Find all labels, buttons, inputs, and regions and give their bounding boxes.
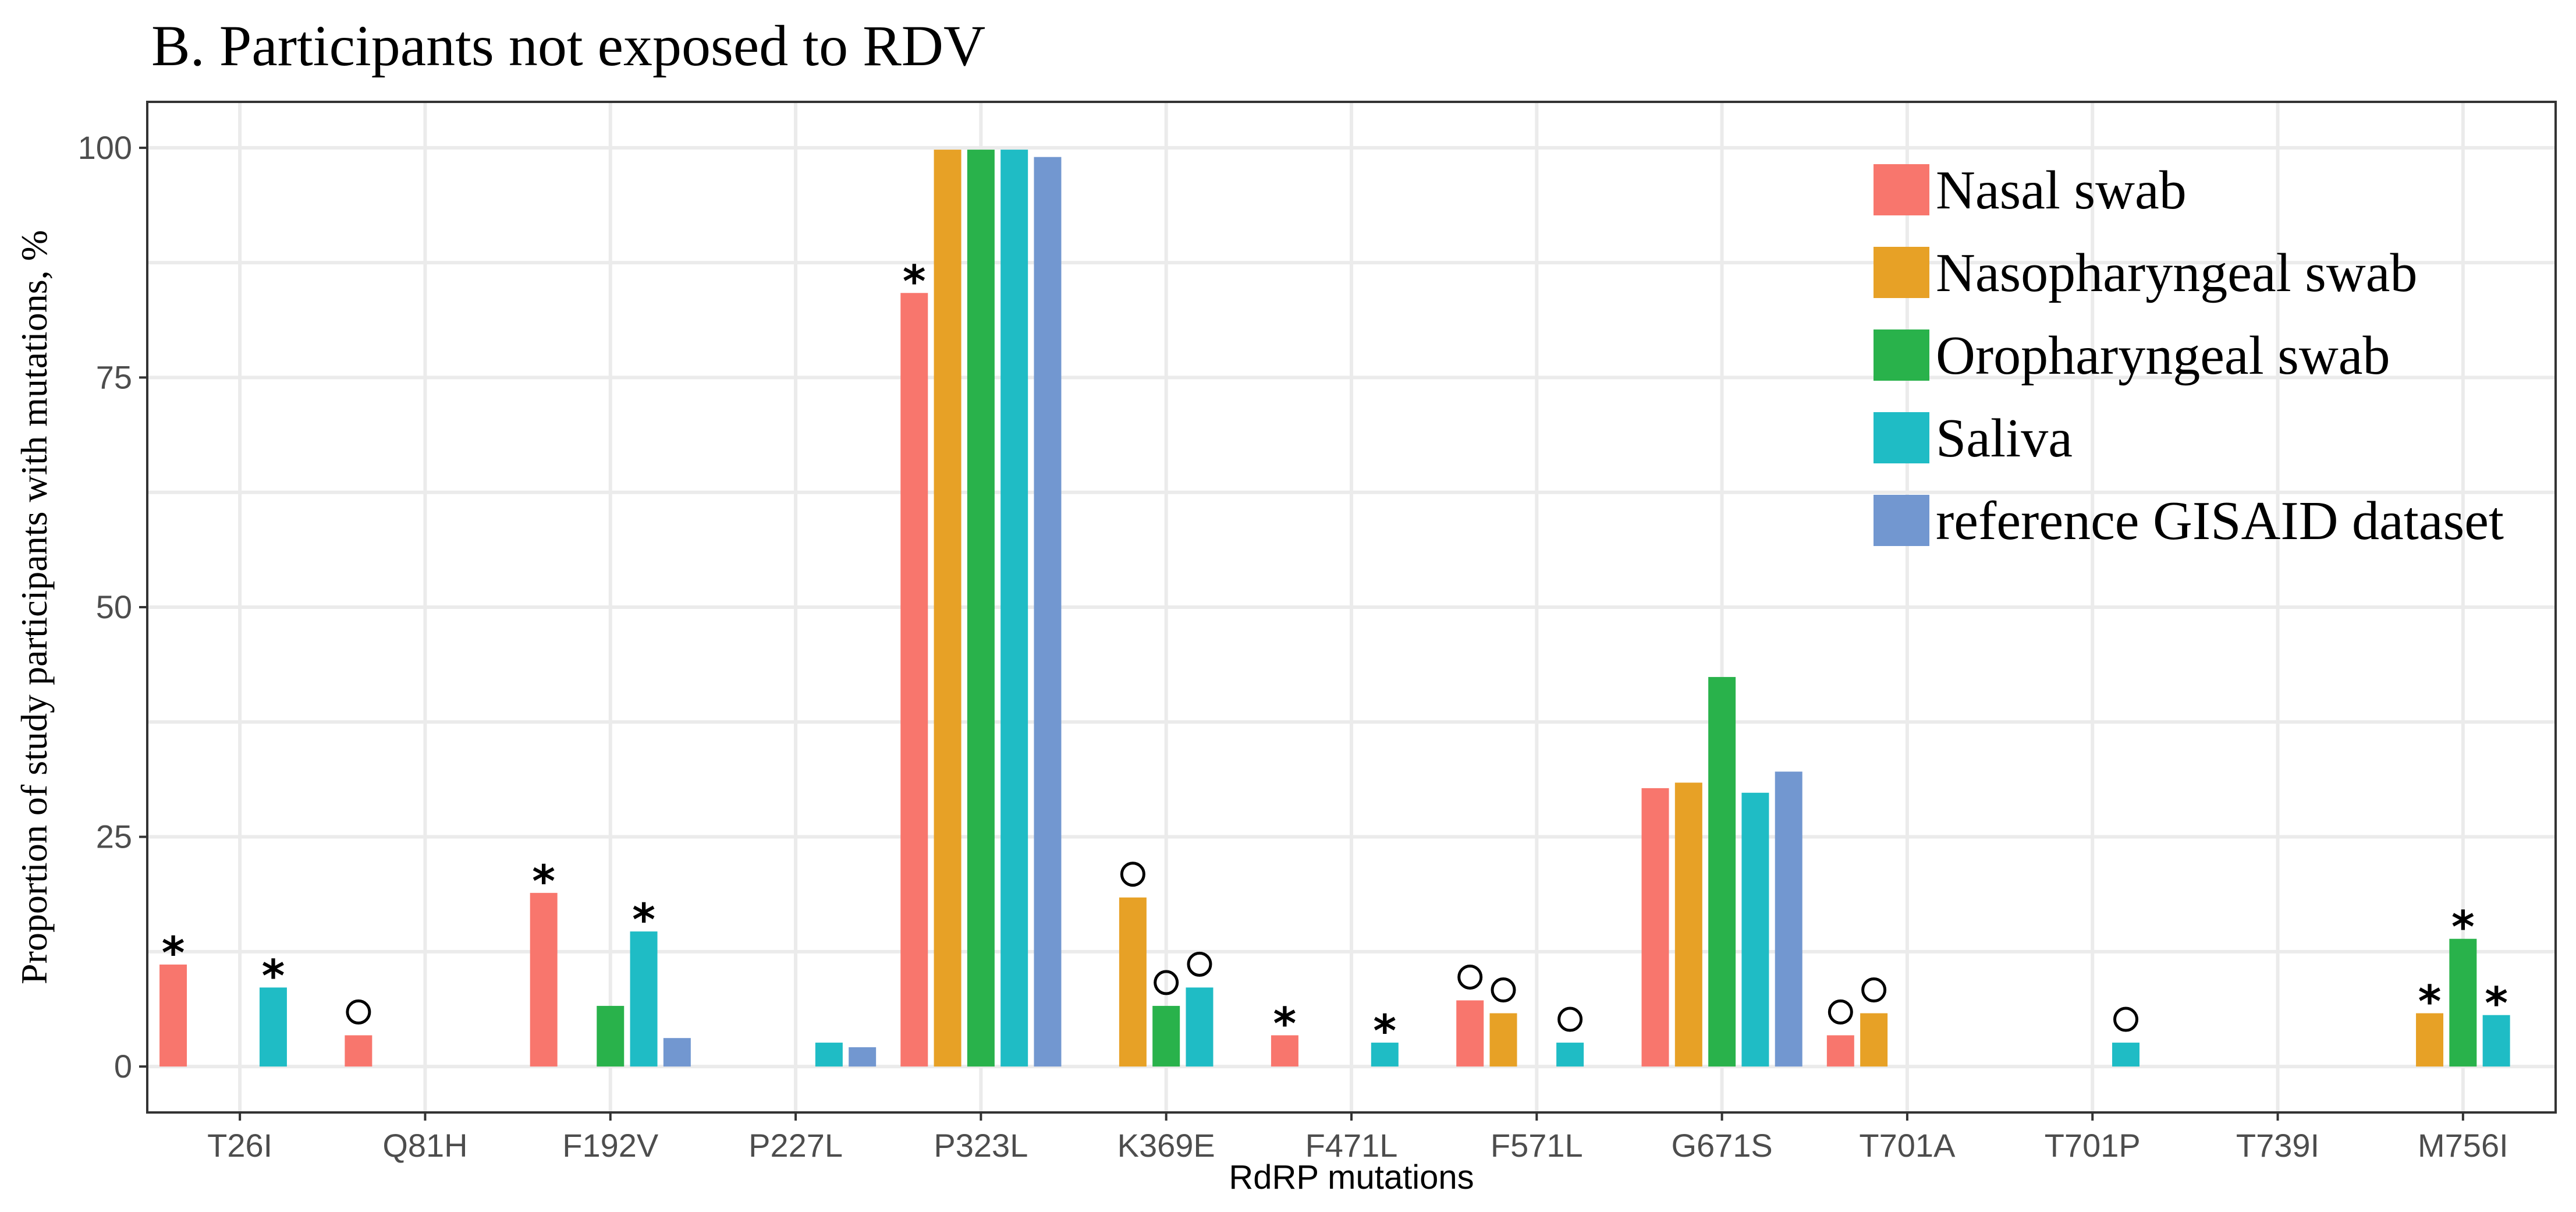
x-tick-label: P227L	[748, 1127, 843, 1164]
significance-star: *	[903, 255, 926, 307]
bar	[1119, 897, 1147, 1067]
bar	[1860, 1013, 1888, 1067]
bar	[2482, 1015, 2510, 1067]
y-tick-label: 25	[96, 818, 132, 855]
x-tick-label: F471L	[1305, 1127, 1398, 1164]
bar	[1186, 987, 1214, 1067]
bar	[1034, 157, 1062, 1067]
bar	[1556, 1043, 1584, 1067]
legend-swatch	[1874, 247, 1929, 298]
bar	[1708, 676, 1736, 1067]
legend: Nasal swab Nasopharyngeal swab Oropharynge…	[1874, 160, 2504, 551]
bar	[663, 1038, 691, 1067]
annotation-circle	[1557, 1007, 1583, 1032]
bar	[345, 1035, 372, 1067]
significance-star: *	[2418, 976, 2442, 1027]
bar	[1489, 1013, 1517, 1067]
significance-star: *	[162, 927, 185, 979]
legend-label: Nasal swab	[1936, 160, 2187, 221]
bar	[967, 150, 995, 1067]
bar	[630, 931, 658, 1067]
bar	[1000, 150, 1028, 1067]
annotation-circle	[1457, 964, 1483, 990]
bar	[1826, 1035, 1854, 1067]
bar	[815, 1043, 843, 1067]
bar	[1271, 1035, 1298, 1067]
significance-star: *	[2485, 977, 2508, 1029]
annotations-layer: **** ******	[162, 255, 2508, 1057]
bar	[530, 892, 558, 1067]
x-tick-label: G671S	[1671, 1127, 1772, 1164]
legend-label: reference GISAID dataset	[1936, 491, 2504, 551]
x-tick-label: K369E	[1117, 1127, 1215, 1164]
y-tick-label: 75	[96, 359, 132, 395]
annotation-circle	[1828, 999, 1853, 1025]
bar	[934, 150, 961, 1067]
bar	[159, 964, 187, 1067]
annotation-circle	[2113, 1007, 2139, 1032]
bar	[1456, 1000, 1484, 1067]
legend-swatch	[1874, 495, 1929, 546]
bar	[597, 1005, 625, 1067]
bar	[2416, 1013, 2444, 1067]
legend-swatch	[1874, 164, 1929, 215]
annotation-circle	[1154, 970, 1179, 995]
annotation-circle	[1491, 977, 1516, 1003]
bar	[259, 987, 287, 1067]
x-tick-label: F571L	[1491, 1127, 1583, 1164]
x-tick-label: Q81H	[382, 1127, 467, 1164]
bar	[849, 1047, 877, 1067]
y-axis: 0 25 50 75 100	[78, 129, 147, 1085]
bar	[1641, 788, 1669, 1067]
legend-label: Nasopharyngeal swab	[1936, 243, 2417, 303]
legend-label: Oropharyngeal swab	[1936, 325, 2390, 386]
bar	[1152, 1005, 1180, 1067]
x-tick-label: F192V	[562, 1127, 659, 1164]
significance-star: *	[632, 894, 655, 945]
bars-layer	[159, 150, 2510, 1067]
significance-star: *	[532, 855, 555, 907]
bar	[1741, 792, 1769, 1067]
x-tick-label: T26I	[207, 1127, 272, 1164]
bar	[1371, 1043, 1399, 1067]
annotation-circle	[346, 999, 371, 1025]
bar	[1775, 771, 1803, 1067]
x-tick-label: M756I	[2418, 1127, 2508, 1164]
bar	[2112, 1043, 2140, 1067]
y-tick-label: 100	[78, 129, 132, 166]
x-axis-title: RdRP mutations	[1229, 1158, 1474, 1196]
legend-label: Saliva	[1936, 408, 2073, 469]
x-axis: T26I Q81H F192V P227L P323L K369E F471L F571L G6…	[207, 1112, 2508, 1164]
y-tick-label: 0	[114, 1048, 132, 1085]
significance-star: *	[262, 949, 285, 1001]
bar	[900, 293, 928, 1067]
x-tick-label: T701A	[1859, 1127, 1956, 1164]
x-tick-label: T739I	[2236, 1127, 2319, 1164]
significance-star: *	[1273, 997, 1297, 1049]
y-axis-title: Proportion of study participants with mu…	[13, 230, 55, 984]
legend-swatch	[1874, 412, 1929, 463]
y-tick-label: 50	[96, 589, 132, 625]
bar	[1674, 782, 1702, 1067]
x-tick-label: P323L	[934, 1127, 1028, 1164]
significance-star: *	[2451, 901, 2475, 953]
annotation-circle	[1187, 951, 1212, 977]
bar	[2449, 938, 2477, 1067]
legend-swatch	[1874, 329, 1929, 381]
chart-title: B. Participants not exposed to RDV	[151, 13, 985, 78]
annotation-circle	[1861, 977, 1887, 1003]
annotation-circle	[1120, 862, 1145, 887]
significance-star: *	[1373, 1005, 1396, 1057]
x-tick-label: T701P	[2045, 1127, 2141, 1164]
